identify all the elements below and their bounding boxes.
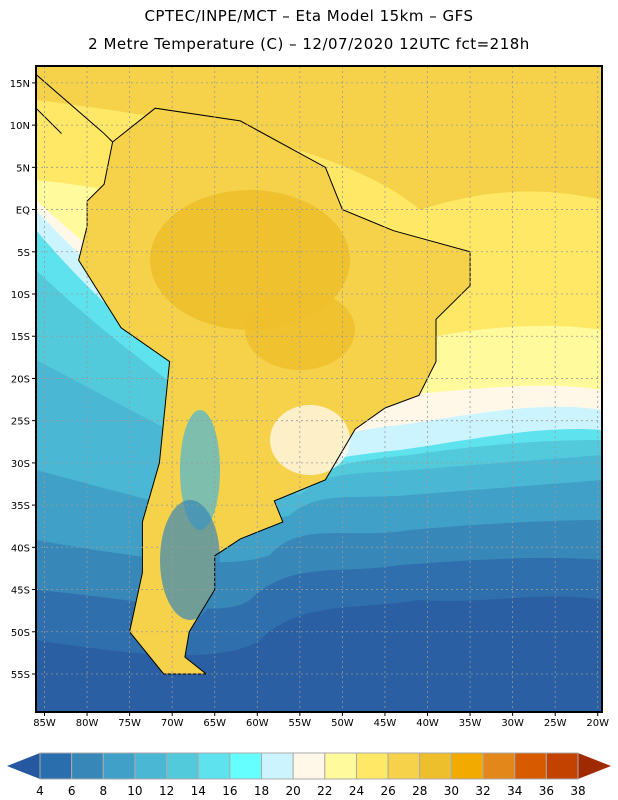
colorbar-label: 36 (539, 784, 554, 798)
lat-tick-label: 10N (10, 121, 30, 132)
lon-tick-label: 85W (33, 718, 56, 729)
map-frame (35, 65, 603, 713)
colorbar-label: 16 (222, 784, 237, 798)
map-title: CPTEC/INPE/MCT – Eta Model 15km – GFS (144, 7, 474, 25)
colorbar-swatch (261, 752, 294, 780)
colorbar-label: 28 (412, 784, 427, 798)
colorbar-swatch (450, 752, 484, 780)
colorbar-label: 4 (36, 784, 44, 798)
lat-tick-label: 5S (17, 248, 30, 259)
lon-tick-label: 55W (289, 718, 312, 729)
lat-tick-label: 10S (11, 290, 30, 301)
lat-tick-label: 15S (11, 332, 30, 343)
lon-tick-label: 35W (459, 718, 482, 729)
colorbar-label: 22 (317, 784, 332, 798)
lat-tick-label: EQ (16, 206, 30, 217)
colorbar-label: 8 (99, 784, 107, 798)
map-subtitle: 2 Metre Temperature (C) – 12/07/2020 12U… (88, 35, 530, 53)
colorbar-swatch (387, 752, 421, 780)
colorbar: 4 6 8 10 12 14 16 18 20 22 24 26 28 30 32 34 36 38 (7, 752, 611, 798)
lat-tick-label: 40S (11, 543, 30, 554)
colorbar-label: 32 (475, 784, 490, 798)
colorbar-label: 24 (349, 784, 364, 798)
colorbar-swatch (292, 752, 326, 780)
colorbar-swatch (197, 752, 231, 780)
colorbar-swatch (166, 752, 199, 780)
colorbar-swatch (102, 752, 136, 780)
lat-tick-label: 35S (11, 501, 30, 512)
colorbar-swatch (514, 752, 547, 780)
colorbar-label: 14 (191, 784, 206, 798)
field-layer (36, 66, 602, 712)
colorbar-label: 34 (507, 784, 522, 798)
lat-tick-label: 30S (11, 459, 30, 470)
lon-tick-label: 30W (501, 718, 524, 729)
colorbar-swatch (71, 752, 104, 780)
colorbar-label: 10 (127, 784, 142, 798)
colorbar-swatch (545, 752, 579, 780)
lat-tick-label: 50S (11, 628, 30, 639)
lat-tick-label: 55S (11, 670, 30, 681)
lat-tick-label: 20S (11, 374, 30, 385)
colorbar-label: 30 (444, 784, 459, 798)
lon-tick-label: 25W (544, 718, 567, 729)
colorbar-swatch (229, 752, 263, 780)
lon-tick-label: 40W (416, 718, 439, 729)
lon-tick-label: 75W (118, 718, 141, 729)
colorbar-label: 18 (254, 784, 269, 798)
lat-tick-label: 15N (10, 79, 30, 90)
lon-tick-label: 65W (203, 718, 226, 729)
colorbar-swatch (39, 752, 73, 780)
lat-tick-label: 45S (11, 586, 30, 597)
colorbar-label: 6 (68, 784, 76, 798)
lat-tick-label: 5N (16, 163, 30, 174)
colorbar-swatch (355, 752, 389, 780)
lat-tick-label: 25S (11, 417, 30, 428)
colorbar-swatch (324, 752, 357, 780)
colorbar-swatch (134, 752, 168, 780)
lon-tick-label: 60W (246, 718, 269, 729)
colorbar-label: 12 (159, 784, 174, 798)
lon-tick-label: 45W (374, 718, 397, 729)
colorbar-over-arrow (578, 753, 611, 779)
lon-tick-label: 80W (76, 718, 99, 729)
colorbar-swatch (419, 752, 452, 780)
lon-tick-label: 50W (331, 718, 354, 729)
colorbar-under-arrow (7, 753, 40, 779)
colorbar-label: 26 (380, 784, 395, 798)
colorbar-label: 20 (286, 784, 301, 798)
colorbar-label: 38 (570, 784, 585, 798)
lon-tick-label: 70W (161, 718, 184, 729)
colorbar-swatch (482, 752, 516, 780)
lon-tick-label: 20W (586, 718, 609, 729)
